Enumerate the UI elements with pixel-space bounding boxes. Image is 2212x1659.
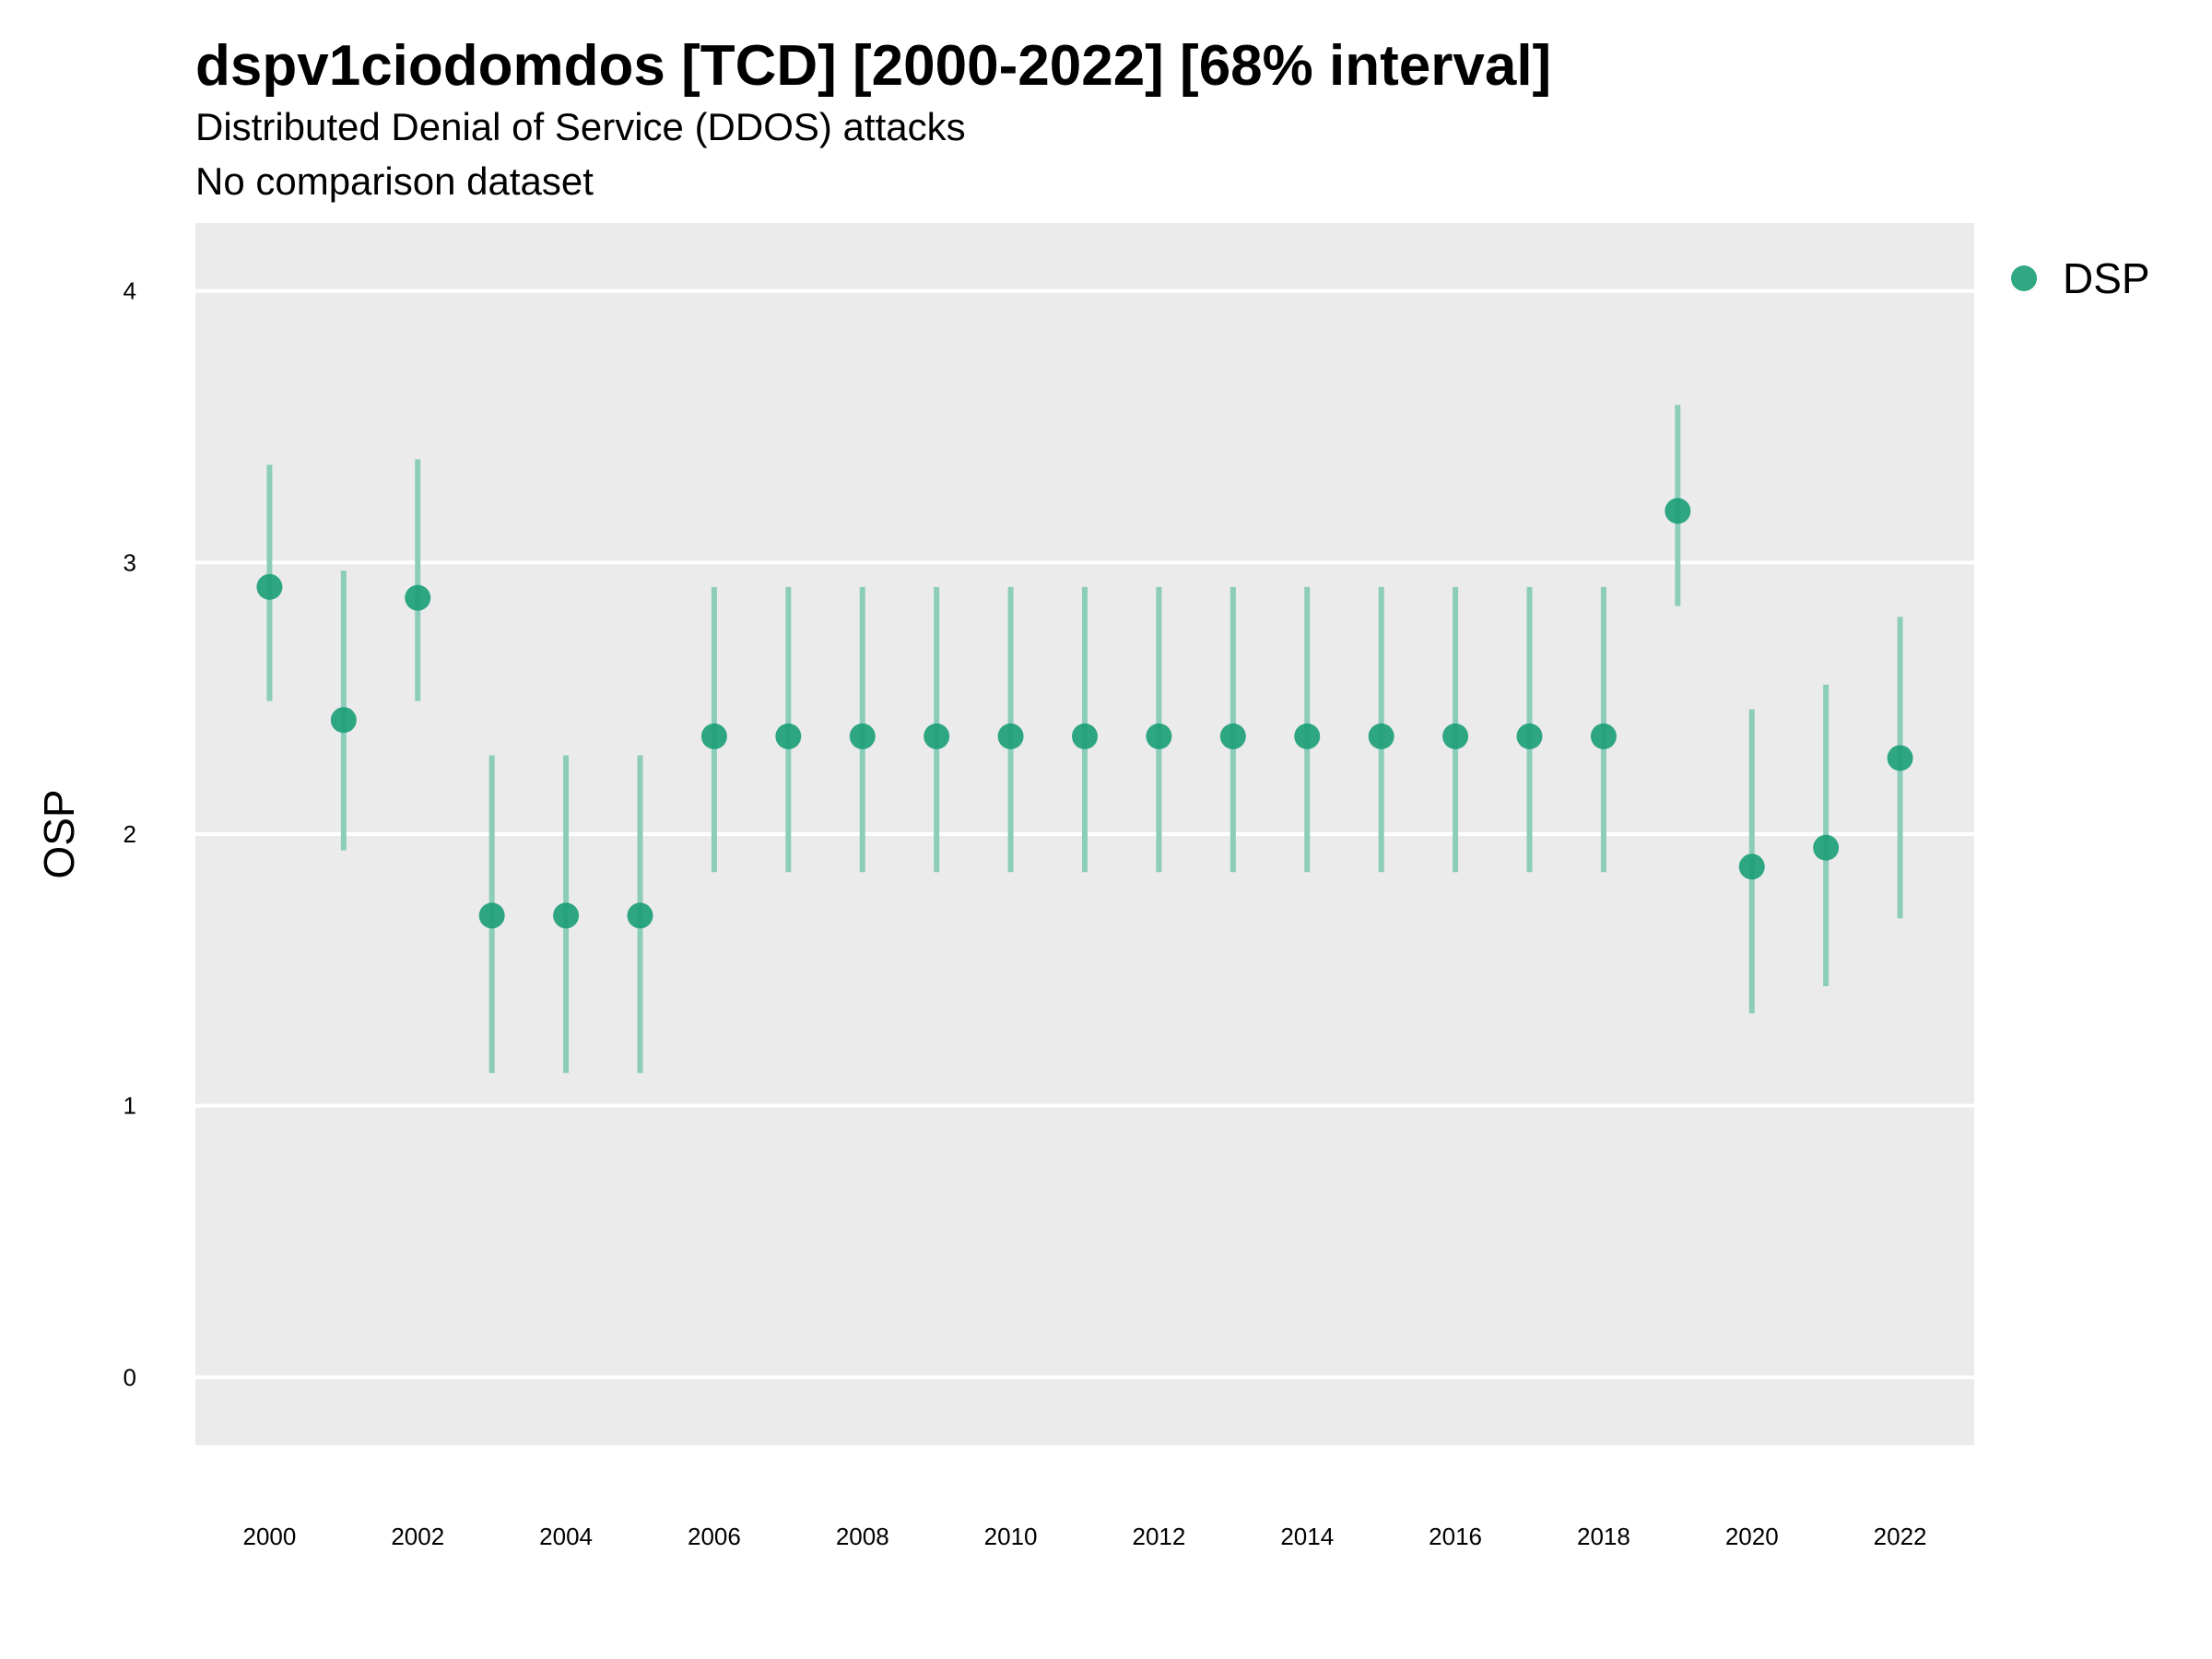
gridlines	[195, 288, 1974, 1380]
legend: DSP	[2011, 254, 2150, 302]
x-tick-label: 2000	[242, 1523, 296, 1550]
data-point-2002	[405, 584, 431, 611]
x-tick-label: 2008	[836, 1523, 889, 1550]
data-point-2018	[1590, 723, 1617, 749]
data-point-2012	[1146, 723, 1172, 749]
x-tick-label: 2018	[1577, 1523, 1630, 1550]
x-axis-ticks: 2000 2002 2004 2006 2008 2010 2012 2014 2016 2018…	[242, 1523, 1926, 1550]
x-tick-label: 2014	[1280, 1523, 1334, 1550]
x-tick-label: 2004	[539, 1523, 593, 1550]
data-point-2020	[1738, 853, 1765, 880]
y-tick-label: 2	[124, 820, 136, 848]
y-tick-label: 0	[124, 1363, 136, 1391]
y-tick-label: 4	[124, 277, 136, 305]
chart-title: dspv1ciodomdos [TCD] [2000-2022] [68% in…	[195, 34, 1552, 98]
data-point-2015	[1368, 723, 1394, 749]
legend-key-dsp	[2011, 265, 2037, 291]
data-point-2006	[700, 723, 727, 749]
data-point-2004	[553, 902, 580, 929]
data-point-2005	[627, 902, 653, 929]
x-tick-label: 2010	[984, 1523, 1038, 1550]
chart-caption: No comparison dataset	[195, 159, 594, 203]
data-point-2011	[1072, 723, 1098, 749]
x-tick-label: 2022	[1874, 1523, 1927, 1550]
y-tick-label: 1	[124, 1092, 136, 1120]
data-point-2016	[1442, 723, 1469, 749]
data-point-2007	[775, 723, 802, 749]
x-tick-label: 2020	[1725, 1523, 1779, 1550]
x-tick-label: 2006	[688, 1523, 741, 1550]
y-tick-label: 3	[124, 548, 136, 576]
data-point-2019	[1665, 498, 1691, 524]
data-point-2022	[1887, 745, 1913, 771]
data-point-2014	[1294, 723, 1321, 749]
data-point-2000	[256, 573, 283, 600]
data-point-2010	[997, 723, 1024, 749]
data-point-2009	[924, 723, 950, 749]
x-tick-label: 2016	[1429, 1523, 1482, 1550]
legend-label-dsp: DSP	[2063, 254, 2150, 302]
data-point-2021	[1813, 834, 1840, 861]
x-tick-label: 2002	[391, 1523, 444, 1550]
data-point-2003	[478, 902, 505, 929]
chart-subtitle: Distributed Denial of Service (DDOS) att…	[195, 105, 966, 148]
x-tick-label: 2012	[1132, 1523, 1185, 1550]
data-point-2013	[1219, 723, 1246, 749]
data-point-2008	[849, 723, 876, 749]
data-point-2017	[1516, 723, 1543, 749]
y-axis-ticks: 0 1 2 3 4	[124, 277, 136, 1392]
y-axis-title: OSP	[35, 789, 83, 878]
data-point-2001	[330, 707, 357, 734]
data-points	[256, 498, 1913, 929]
